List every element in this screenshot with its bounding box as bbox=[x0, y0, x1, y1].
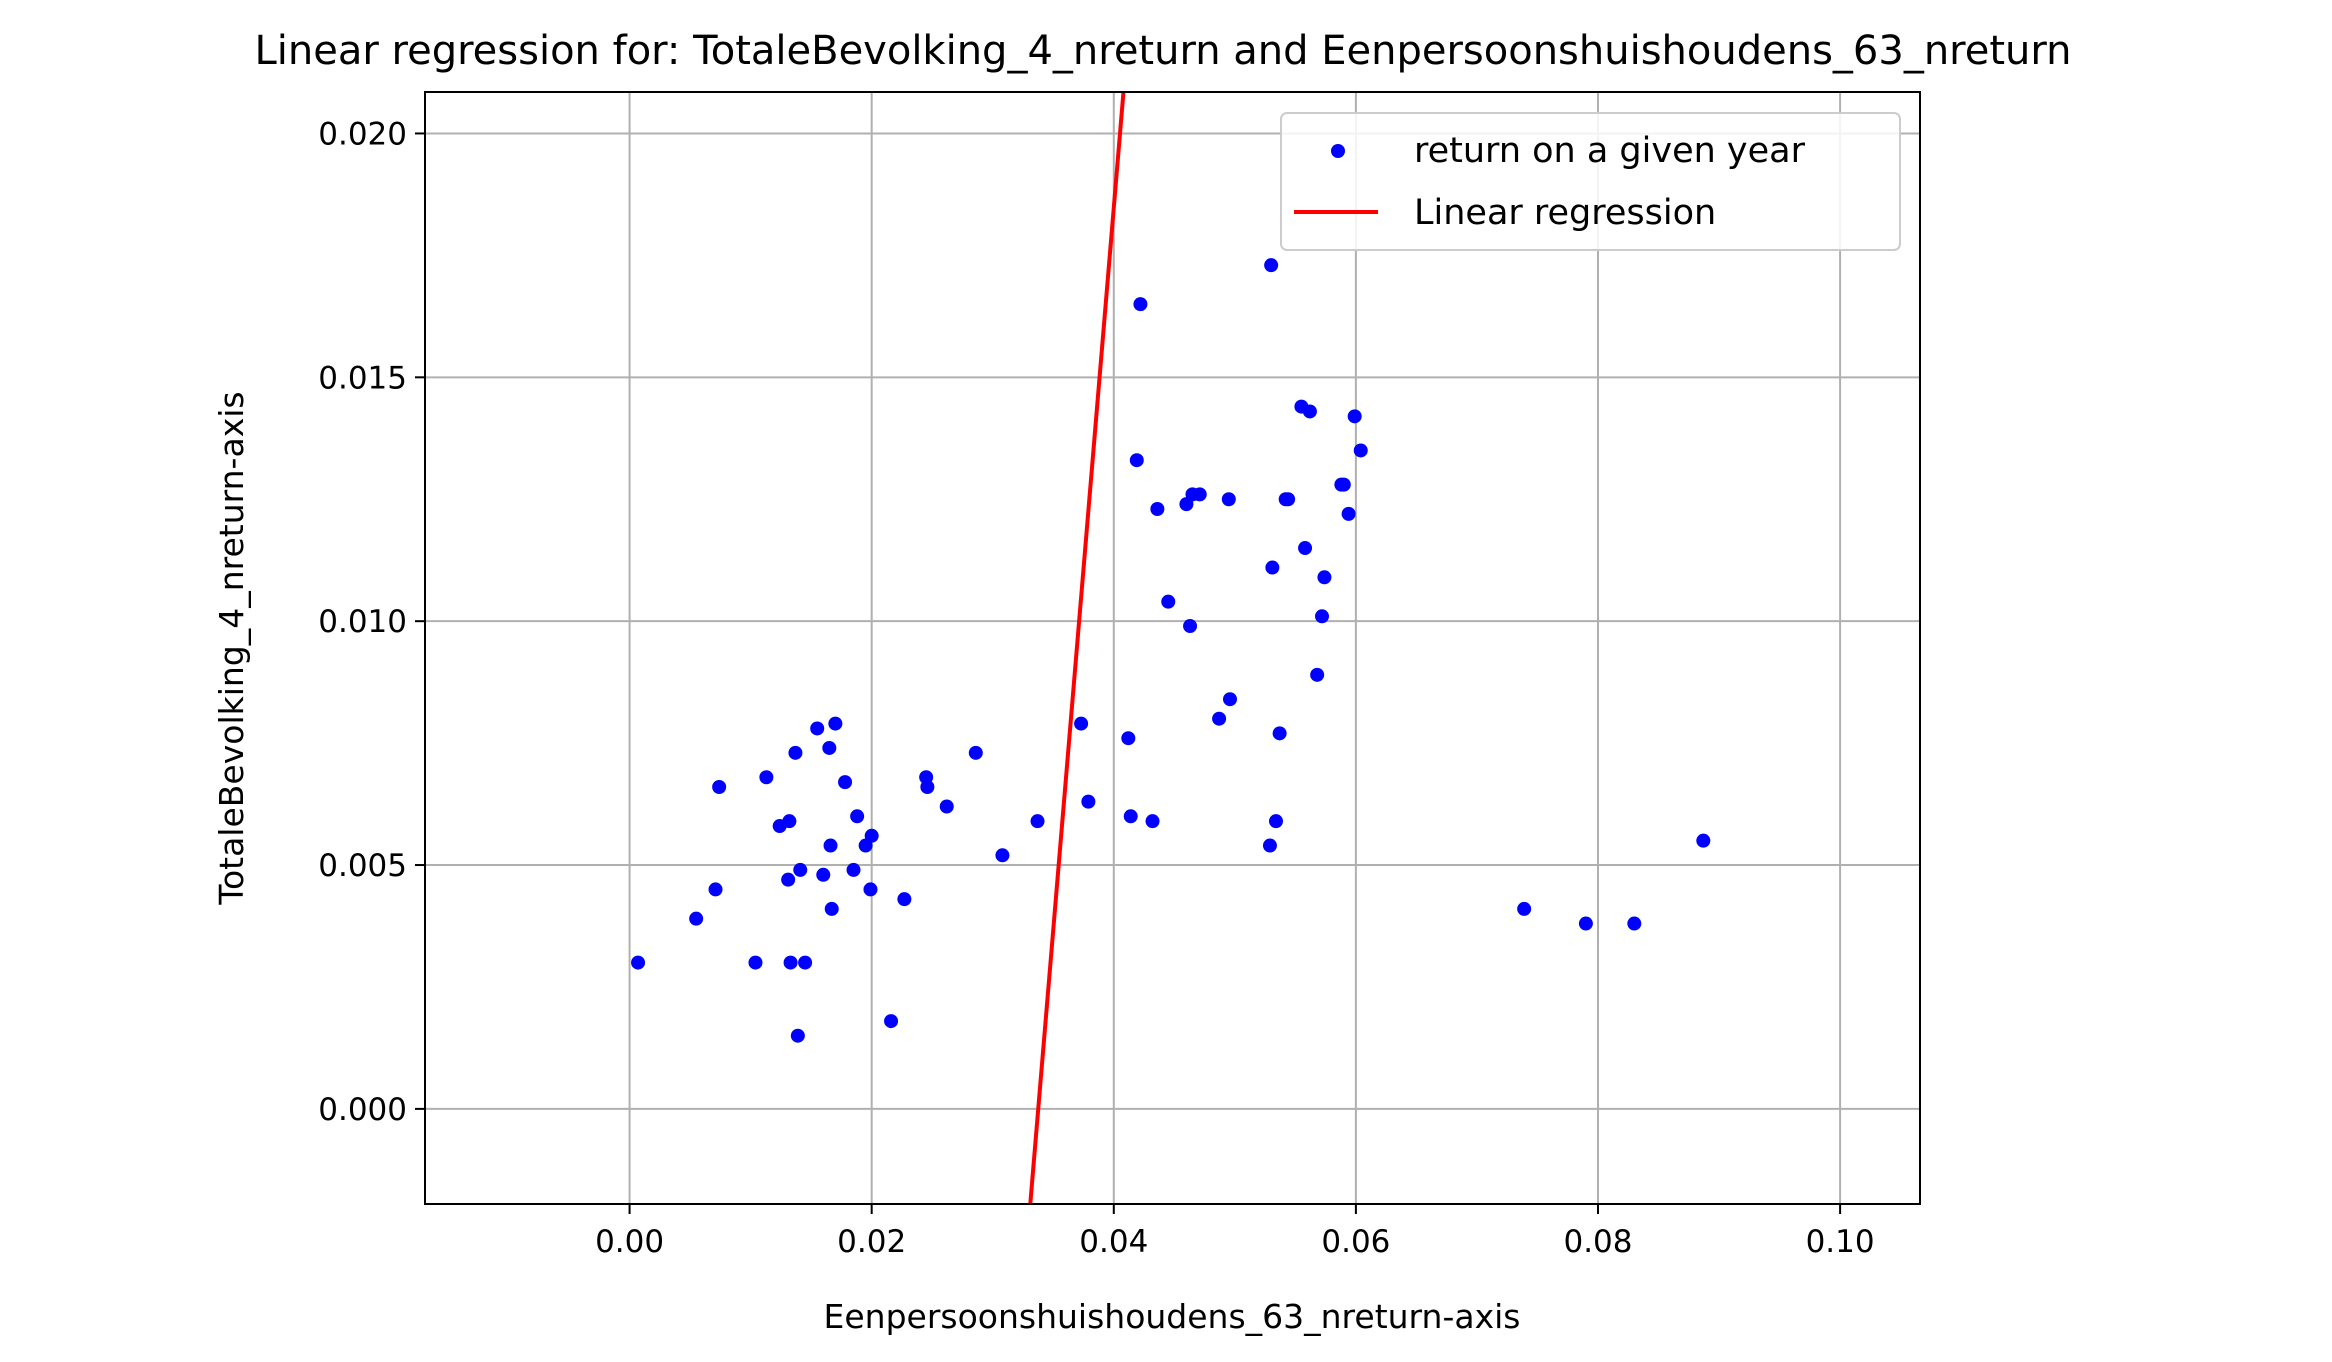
scatter-point bbox=[897, 892, 912, 907]
scatter-point bbox=[1302, 404, 1317, 419]
scatter-point bbox=[1150, 502, 1165, 516]
scatter-point bbox=[828, 716, 843, 731]
scatter-point bbox=[1074, 716, 1089, 731]
scatter-point bbox=[793, 862, 808, 877]
legend-label-regression: Linear regression bbox=[1414, 193, 1716, 233]
scatter-point bbox=[759, 770, 774, 785]
scatter-point bbox=[1347, 409, 1362, 424]
x-tick-label: 0.00 bbox=[595, 1224, 664, 1260]
scatter-point bbox=[781, 872, 796, 887]
y-tick-label: 0.015 bbox=[318, 360, 407, 396]
scatter-point bbox=[788, 745, 803, 760]
scatter-point bbox=[1517, 901, 1532, 916]
scatter-point bbox=[1129, 453, 1144, 468]
x-tick-label: 0.04 bbox=[1079, 1224, 1148, 1260]
scatter-point bbox=[1317, 570, 1332, 585]
scatter-point bbox=[838, 775, 853, 790]
scatter-point bbox=[1353, 443, 1368, 458]
x-tick-label: 0.08 bbox=[1563, 1224, 1632, 1260]
scatter-point bbox=[1192, 487, 1207, 502]
x-tick-label: 0.06 bbox=[1321, 1224, 1390, 1260]
scatter-point bbox=[1212, 711, 1227, 726]
scatter-point bbox=[1281, 492, 1296, 507]
y-axis-label: TotaleBevolking_4_nreturn-axis bbox=[212, 391, 251, 905]
legend-label-scatter: return on a given year bbox=[1414, 131, 1806, 171]
scatter-point bbox=[824, 901, 839, 916]
scatter-point bbox=[995, 848, 1010, 863]
scatter-point bbox=[822, 740, 837, 755]
scatter-point bbox=[939, 799, 954, 814]
scatter-point bbox=[748, 955, 763, 970]
scatter-point bbox=[920, 780, 935, 794]
scatter-point bbox=[1221, 492, 1236, 507]
scatter-point bbox=[1223, 692, 1237, 707]
legend-marker-scatter bbox=[1331, 144, 1345, 158]
scatter-point bbox=[798, 955, 813, 970]
scatter-point bbox=[790, 1028, 805, 1043]
chart-title: Linear regression for: TotaleBevolking_4… bbox=[255, 28, 2072, 74]
scatter-point bbox=[1121, 731, 1136, 746]
scatter-point bbox=[708, 882, 723, 897]
x-axis-label: Eenpersoonshuishoudens_63_nreturn-axis bbox=[824, 1297, 1521, 1336]
scatter-point bbox=[1081, 794, 1096, 809]
legend-box bbox=[1280, 112, 1901, 251]
scatter-point bbox=[1310, 667, 1325, 682]
y-tick-label: 0.000 bbox=[318, 1092, 407, 1128]
scatter-point bbox=[1341, 506, 1356, 521]
axes bbox=[424, 91, 1921, 1205]
scatter-point bbox=[846, 862, 861, 877]
scatter-point bbox=[1627, 916, 1642, 931]
y-tick-label: 0.020 bbox=[318, 116, 407, 152]
scatter-point bbox=[1336, 477, 1351, 492]
scatter-point bbox=[1123, 809, 1138, 824]
scatter-point bbox=[783, 955, 798, 970]
scatter-point bbox=[1264, 258, 1279, 273]
x-tick-label: 0.02 bbox=[837, 1224, 906, 1260]
scatter-point bbox=[968, 745, 983, 760]
scatter-point bbox=[1262, 838, 1277, 853]
y-tick-label: 0.010 bbox=[318, 604, 407, 640]
scatter-point bbox=[816, 867, 831, 882]
data-layer bbox=[631, 92, 1711, 1204]
scatter-point bbox=[689, 911, 704, 926]
scatter-point bbox=[631, 955, 646, 970]
axes-frame bbox=[424, 91, 1921, 1205]
scatter-point bbox=[1696, 833, 1711, 848]
scatter-point bbox=[884, 1014, 899, 1029]
y-tick-label: 0.005 bbox=[318, 848, 407, 884]
scatter-point bbox=[1265, 560, 1280, 575]
scatter-point bbox=[1030, 814, 1045, 829]
scatter-point bbox=[850, 809, 865, 824]
scatter-point bbox=[1315, 609, 1329, 624]
scatter-point bbox=[810, 721, 825, 736]
scatter-point bbox=[863, 882, 878, 897]
scatter-point bbox=[712, 780, 727, 794]
scatter-point bbox=[1272, 726, 1287, 741]
scatter-point bbox=[1183, 619, 1198, 634]
x-tick-label: 0.10 bbox=[1806, 1224, 1875, 1260]
regression-line bbox=[1028, 92, 1126, 1204]
scatter-point bbox=[864, 828, 879, 843]
scatter-point bbox=[1161, 594, 1176, 609]
scatter-point bbox=[1145, 814, 1160, 829]
plot-area bbox=[425, 92, 1920, 1204]
scatter-point bbox=[1269, 814, 1283, 829]
scatter-point bbox=[823, 838, 838, 853]
scatter-point bbox=[1133, 297, 1148, 312]
scatter-point bbox=[782, 814, 797, 829]
scatter-point bbox=[1578, 916, 1593, 931]
scatter-point bbox=[1298, 541, 1313, 556]
ticks: 0.00 0.02 0.04 0.06 0.08 0.10 0.000 0.005 0.010 0… bbox=[318, 116, 1874, 1260]
legend: return on a given year Linear regression bbox=[1280, 112, 1901, 251]
